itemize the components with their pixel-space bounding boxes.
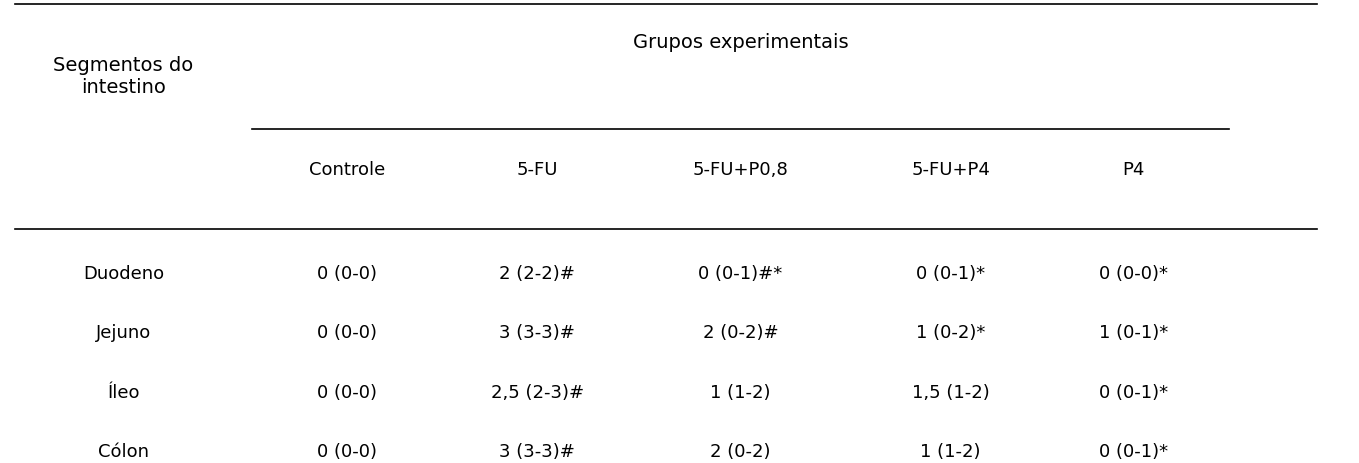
Text: 0 (0-1)*: 0 (0-1)* <box>1099 443 1169 461</box>
Text: Controle: Controle <box>308 161 386 179</box>
Text: 0 (0-0): 0 (0-0) <box>317 443 378 461</box>
Text: Íleo: Íleo <box>107 383 140 401</box>
Text: 2 (2-2)#: 2 (2-2)# <box>499 265 575 283</box>
Text: 3 (3-3)#: 3 (3-3)# <box>499 443 575 461</box>
Text: 0 (0-0): 0 (0-0) <box>317 383 378 401</box>
Text: 0 (0-1)*: 0 (0-1)* <box>916 265 985 283</box>
Text: Jejuno: Jejuno <box>96 325 151 342</box>
Text: 5-FU+P4: 5-FU+P4 <box>912 161 991 179</box>
Text: 0 (0-1)#*: 0 (0-1)#* <box>699 265 783 283</box>
Text: 3 (3-3)#: 3 (3-3)# <box>499 325 575 342</box>
Text: 0 (0-1)*: 0 (0-1)* <box>1099 383 1169 401</box>
Text: 1 (1-2): 1 (1-2) <box>920 443 981 461</box>
Text: 1 (1-2): 1 (1-2) <box>711 383 771 401</box>
Text: 5-FU+P0,8: 5-FU+P0,8 <box>693 161 788 179</box>
Text: 0 (0-0)*: 0 (0-0)* <box>1099 265 1169 283</box>
Text: 5-FU: 5-FU <box>516 161 557 179</box>
Text: 1 (0-2)*: 1 (0-2)* <box>916 325 985 342</box>
Text: Cólon: Cólon <box>98 443 149 461</box>
Text: Grupos experimentais: Grupos experimentais <box>633 33 848 52</box>
Text: 2 (0-2)#: 2 (0-2)# <box>703 325 779 342</box>
Text: Segmentos do
intestino: Segmentos do intestino <box>53 56 193 97</box>
Text: 1 (0-1)*: 1 (0-1)* <box>1099 325 1169 342</box>
Text: Duodeno: Duodeno <box>83 265 164 283</box>
Text: 0 (0-0): 0 (0-0) <box>317 325 378 342</box>
Text: 1,5 (1-2): 1,5 (1-2) <box>912 383 989 401</box>
Text: 2,5 (2-3)#: 2,5 (2-3)# <box>491 383 583 401</box>
Text: 2 (0-2): 2 (0-2) <box>711 443 771 461</box>
Text: P4: P4 <box>1123 161 1146 179</box>
Text: 0 (0-0): 0 (0-0) <box>317 265 378 283</box>
